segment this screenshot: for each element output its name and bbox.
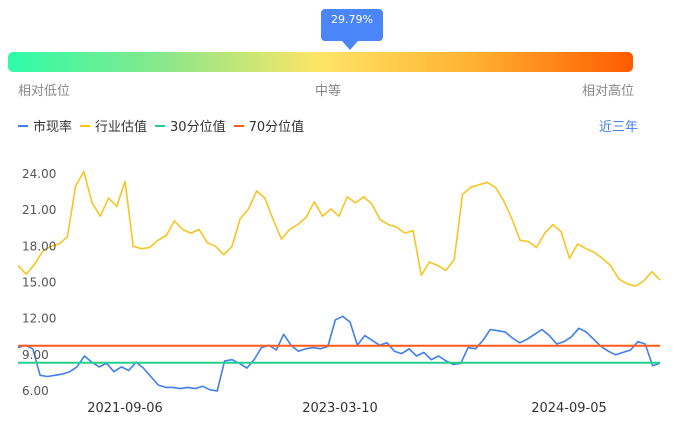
legend-item-pe[interactable]: 市现率	[18, 116, 72, 135]
x-tick-label: 2023-03-10	[302, 401, 378, 416]
legend-label-pe: 市现率	[33, 120, 73, 135]
y-tick-label: 12.00	[22, 312, 56, 326]
percentile-badge: 29.79%	[321, 9, 383, 41]
y-tick-label: 21.00	[22, 203, 56, 217]
legend-item-industry[interactable]: 行业估值	[80, 116, 147, 135]
legend-item-p70[interactable]: 70分位值	[233, 116, 305, 135]
percentile-value: 29.79%	[331, 13, 373, 26]
gauge-low-label: 相对低位	[18, 84, 71, 99]
valuation-gauge-bar	[8, 52, 633, 72]
y-tick-label: 18.00	[22, 239, 56, 253]
gauge-high-label: 相对高位	[582, 84, 635, 99]
legend-label-p70: 70分位值	[248, 120, 305, 135]
legend-label-p30: 30分位值	[170, 120, 226, 135]
legend-label-industry: 行业估值	[95, 120, 148, 135]
legend-item-p30[interactable]: 30分位值	[155, 116, 226, 135]
y-tick-label: 24.00	[22, 167, 56, 181]
y-tick-label: 15.00	[22, 276, 56, 290]
percentile-pointer	[342, 41, 358, 50]
y-tick-label: 9.00	[22, 348, 49, 362]
gauge-mid-label: 中等	[315, 84, 342, 99]
chart-legend: 市现率 行业估值 30分位值 70分位值	[18, 116, 312, 135]
legend-swatch-p30	[155, 124, 166, 127]
legend-swatch-pe	[18, 124, 28, 127]
x-tick-label: 2024-09-05	[531, 401, 607, 416]
legend-swatch-p70	[233, 124, 244, 127]
time-range-selector[interactable]: 近三年	[599, 120, 639, 135]
industry-series-line	[17, 170, 661, 287]
legend-swatch-industry	[80, 124, 91, 127]
y-tick-label: 6.00	[22, 384, 49, 398]
x-tick-label: 2021-09-06	[87, 401, 163, 416]
pe-series-line	[17, 315, 661, 392]
